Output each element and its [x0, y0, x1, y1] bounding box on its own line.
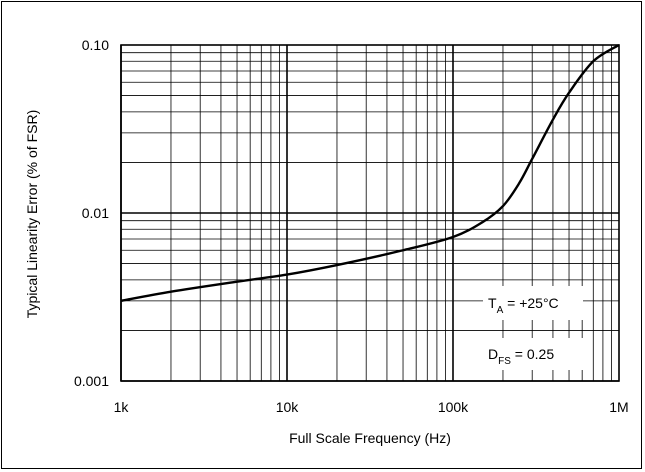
x-tick-labels: 1k 10k 100k 1M	[114, 399, 629, 415]
x-tick-label: 10k	[276, 399, 300, 415]
x-tick-label: 1M	[609, 399, 628, 415]
y-axis-label: Typical Linearity Error (% of FSR)	[24, 110, 40, 319]
plot-area-border	[120, 44, 620, 382]
ta-annotation: TA = +25°C	[488, 295, 559, 316]
linearity-error-curve	[120, 43, 620, 303]
y-tick-labels: 0.001 0.01 0.10	[74, 37, 109, 389]
ta-annotation-bg	[483, 286, 583, 320]
y-tick-label: 0.001	[74, 373, 109, 389]
x-tick-label: 100k	[438, 399, 469, 415]
dfs-annotation-bg	[483, 338, 583, 370]
dfs-annotation: DFS = 0.25	[488, 346, 554, 367]
y-tick-label: 0.10	[82, 37, 109, 53]
grid	[120, 45, 619, 382]
x-tick-label: 1k	[114, 399, 130, 415]
series-layer	[120, 43, 620, 303]
y-tick-label: 0.01	[82, 205, 109, 221]
x-axis-label: Full Scale Frequency (Hz)	[289, 430, 451, 446]
